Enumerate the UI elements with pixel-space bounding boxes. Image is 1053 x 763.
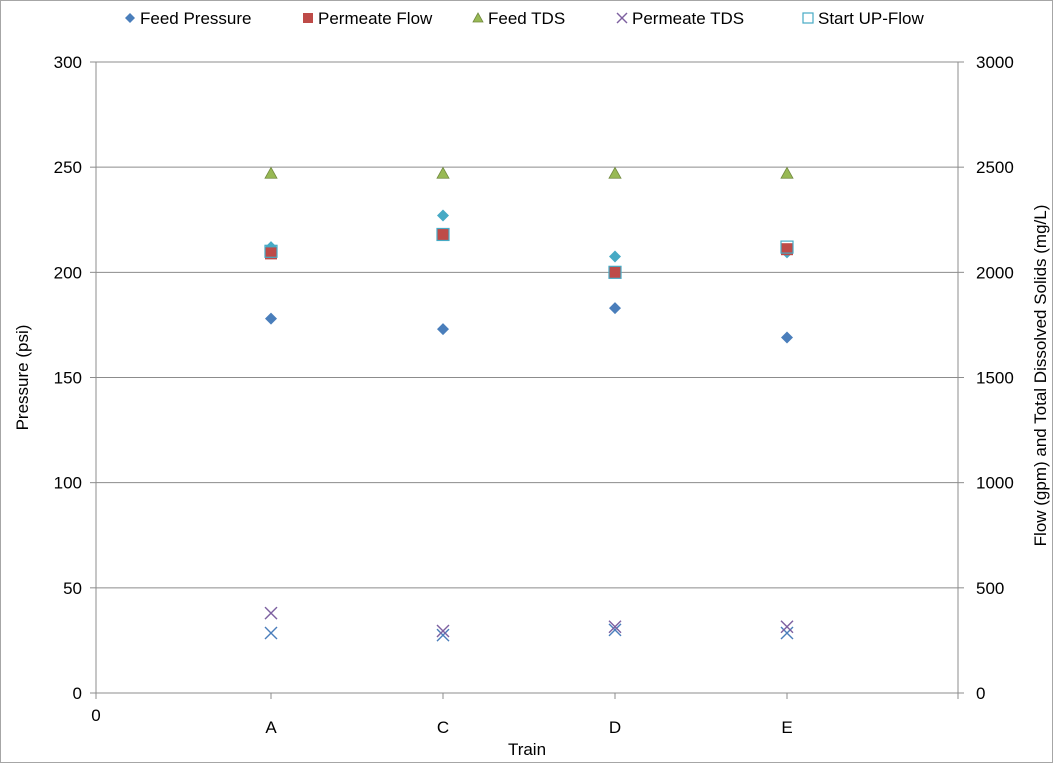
data-point-extra-series-2 (780, 626, 794, 640)
data-point-feed-pressure (265, 312, 277, 325)
left-tick-label: 150 (54, 369, 82, 388)
right-tick-label: 500 (976, 579, 1004, 598)
data-point-feed-tds (436, 166, 450, 179)
right-tick-label: 0 (976, 684, 985, 703)
data-point-permeate-tds (436, 624, 450, 638)
legend-marker-permeate-flow (303, 13, 313, 23)
left-tick-label: 300 (54, 53, 82, 72)
data-point-permeate-flow (781, 243, 793, 256)
legend-marker-feed-pressure (125, 13, 135, 23)
data-point-feed-tds (608, 166, 622, 179)
x-tick-label: C (437, 718, 449, 737)
data-point-feed-pressure (609, 302, 621, 315)
data-point-extra-series-2-stroke (436, 628, 450, 642)
legend-label-feed-pressure: Feed Pressure (140, 9, 252, 28)
x-origin-label: 0 (91, 706, 100, 725)
x-tick-label: A (265, 718, 277, 737)
data-point-permeate-tds-stroke (436, 624, 450, 638)
data-point-extra-series-1 (609, 250, 621, 263)
x-axis-title: Train (508, 740, 546, 759)
data-point-extra-series-2-stroke (608, 623, 622, 637)
right-tick-label: 2000 (976, 263, 1014, 282)
legend-marker-feed-tds (472, 12, 484, 23)
data-point-permeate-flow (265, 247, 277, 260)
data-point-start-up-flow (608, 265, 622, 279)
right-tick-label: 3000 (976, 53, 1014, 72)
right-tick-label: 1000 (976, 474, 1014, 493)
data-point-start-up-flow (264, 244, 278, 258)
data-point-extra-series-2-stroke (264, 626, 278, 640)
left-tick-label: 50 (63, 579, 82, 598)
left-tick-label: 0 (73, 684, 82, 703)
data-point-feed-pressure (781, 331, 793, 344)
legend-marker-start-up-flow (802, 12, 814, 24)
data-point-feed-pressure (437, 323, 449, 336)
legend-marker-permeate-tds-stroke (616, 12, 628, 24)
data-point-extra-series-2-stroke (780, 626, 794, 640)
legend-label-permeate-flow: Permeate Flow (318, 9, 433, 28)
data-point-permeate-flow (609, 266, 621, 279)
left-tick-label: 250 (54, 158, 82, 177)
data-point-permeate-tds (608, 620, 622, 634)
data-point-feed-tds (780, 166, 794, 179)
data-point-feed-tds (264, 166, 278, 179)
legend-item-start-up-flow: Start UP-Flow (802, 9, 925, 28)
left-tick-label: 100 (54, 474, 82, 493)
x-tick-label: E (781, 718, 792, 737)
data-point-permeate-tds (780, 620, 794, 634)
data-point-extra-series-2 (608, 623, 622, 637)
legend-label-feed-tds: Feed TDS (488, 9, 565, 28)
legend-item-permeate-flow: Permeate Flow (303, 9, 433, 28)
data-point-extra-series-2 (264, 626, 278, 640)
data-point-permeate-tds-stroke (608, 620, 622, 634)
right-tick-label: 1500 (976, 369, 1014, 388)
legend-marker-permeate-tds (616, 12, 628, 24)
legend-item-permeate-tds: Permeate TDS (616, 9, 744, 28)
legend-item-feed-pressure: Feed Pressure (125, 9, 252, 28)
x-tick-label: D (609, 718, 621, 737)
data-point-permeate-tds-stroke (264, 606, 278, 620)
data-point-permeate-tds (264, 606, 278, 620)
left-axis-title: Pressure (psi) (13, 325, 32, 431)
legend-label-start-up-flow: Start UP-Flow (818, 9, 925, 28)
data-point-extra-series-2 (436, 628, 450, 642)
legend-label-permeate-tds: Permeate TDS (632, 9, 744, 28)
legend-item-feed-tds: Feed TDS (472, 9, 565, 28)
data-point-start-up-flow (436, 227, 450, 242)
data-point-extra-series-1 (437, 209, 449, 222)
left-tick-label: 200 (54, 263, 82, 282)
data-point-permeate-tds-stroke (780, 620, 794, 634)
data-point-start-up-flow (780, 240, 794, 254)
right-tick-label: 2500 (976, 158, 1014, 177)
right-axis-title: Flow (gpm) and Total Dissolved Solids (m… (1031, 205, 1050, 547)
data-point-permeate-flow (437, 228, 449, 241)
